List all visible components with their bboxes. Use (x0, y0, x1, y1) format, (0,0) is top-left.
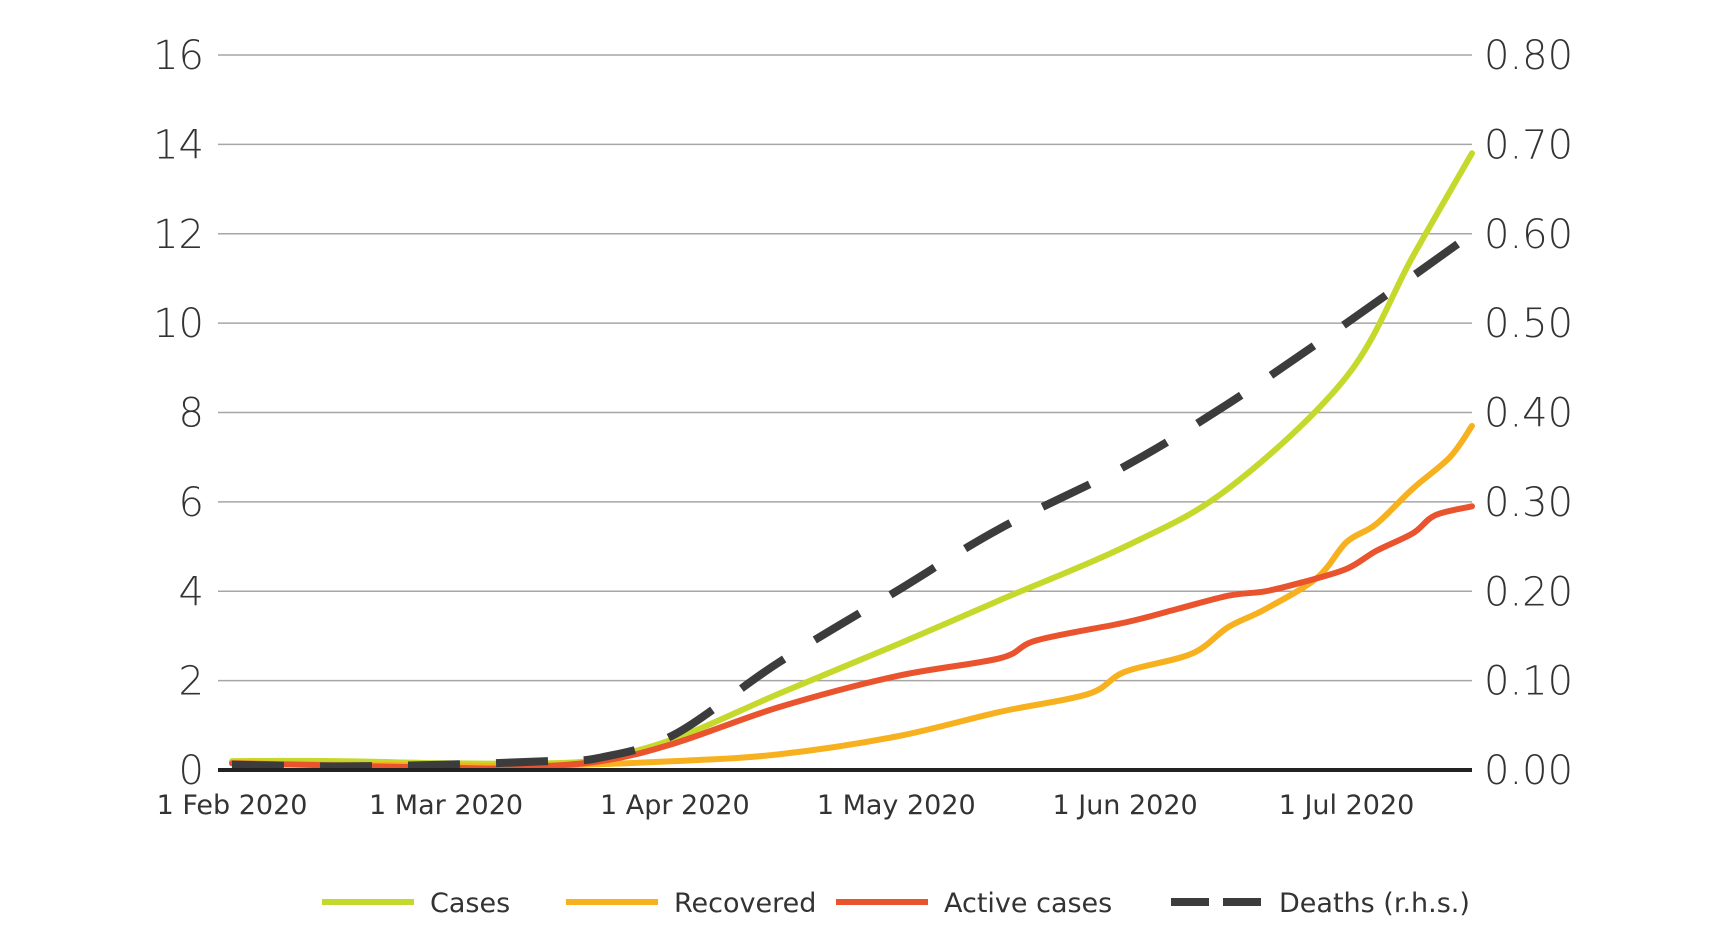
series-line-deaths-r-h-s (231, 230, 1475, 771)
y-left-tick-label: 4 (179, 569, 204, 615)
y-right-tick-label: 0.70 (1484, 122, 1573, 168)
legend-label: Deaths (r.h.s.) (1279, 888, 1470, 919)
y-right-tick-label: 0.50 (1484, 301, 1573, 347)
y-right-tick-label: 0.10 (1484, 659, 1573, 705)
series-lines (229, 150, 1475, 772)
y-left-tick-label: 10 (153, 301, 204, 347)
y-right-tick-label: 0.60 (1484, 212, 1573, 258)
y-axis-right: 0.00 0.10 0.20 0.30 0.40 0.50 0.60 0.70 0.80 (1484, 33, 1573, 794)
x-tick-label: 1 Feb 2020 (157, 790, 308, 821)
y-left-tick-label: 0 (179, 748, 204, 794)
x-tick-label: 1 Mar 2020 (369, 790, 523, 821)
y-left-tick-label: 6 (179, 480, 204, 526)
y-left-tick-label: 14 (153, 122, 204, 168)
series-line-active-cases (229, 503, 1475, 772)
x-tick-label: 1 Apr 2020 (600, 790, 750, 821)
legend-label: Recovered (674, 888, 816, 919)
legend-label: Cases (430, 888, 510, 919)
y-right-tick-label: 0.80 (1484, 33, 1573, 79)
legend-label: Active cases (944, 888, 1112, 919)
x-axis-ticks: 1 Feb 2020 1 Mar 2020 1 Apr 2020 1 May 2020… (157, 790, 1415, 821)
y-left-tick-label: 12 (153, 212, 204, 258)
y-right-tick-label: 0.20 (1484, 569, 1573, 615)
x-tick-label: 1 Jul 2020 (1279, 790, 1415, 821)
y-right-tick-label: 0.30 (1484, 480, 1573, 526)
y-left-tick-label: 8 (179, 391, 204, 437)
legend: Cases Recovered Active cases Deaths (r.h.s.… (322, 888, 1470, 919)
series-line-recovered (229, 422, 1475, 769)
y-left-tick-label: 16 (153, 33, 204, 79)
x-tick-label: 1 May 2020 (817, 790, 976, 821)
y-left-tick-label: 2 (179, 659, 204, 705)
y-right-tick-label: 0.00 (1484, 748, 1573, 794)
y-axis-left: 0 2 4 6 8 10 12 14 16 (153, 33, 204, 794)
y-right-tick-label: 0.40 (1484, 391, 1573, 437)
x-tick-label: 1 Jun 2020 (1052, 790, 1197, 821)
series-line-cases (229, 150, 1475, 767)
grid-lines (218, 54, 1472, 682)
